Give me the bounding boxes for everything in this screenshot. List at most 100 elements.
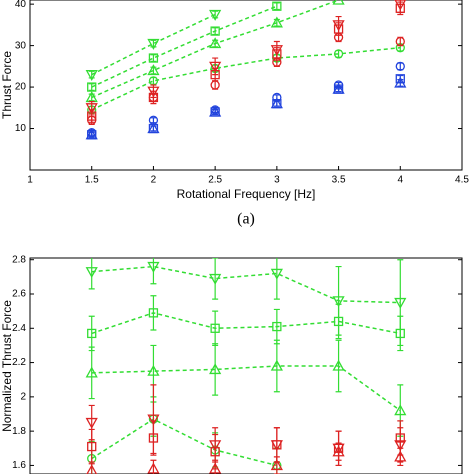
- error-bar: [397, 62, 404, 71]
- error-bar: [212, 343, 219, 396]
- marker: [148, 53, 159, 63]
- y-axis-label: Normalized Thrust Force: [0, 300, 14, 432]
- marker: [272, 57, 282, 67]
- error-bar: [397, 315, 404, 352]
- series-line: [91, 365, 401, 412]
- marker: [147, 364, 160, 376]
- series-line: [91, 312, 401, 335]
- error-bar: [212, 27, 219, 36]
- y-tick-label: 1.6: [12, 460, 26, 471]
- error-bar: [88, 93, 95, 102]
- marker: [333, 49, 344, 59]
- error-bar: [88, 346, 95, 400]
- marker: [394, 76, 407, 88]
- plot-area: [85, 0, 407, 140]
- marker: [210, 69, 220, 80]
- marker: [209, 105, 222, 117]
- marker: [85, 69, 98, 81]
- error-bar: [212, 39, 219, 48]
- x-tick-label: 1.5: [85, 175, 99, 186]
- marker: [87, 328, 97, 339]
- plot-area: [85, 258, 407, 474]
- marker: [147, 261, 160, 273]
- marker: [85, 128, 98, 140]
- y-tick-label: 40: [15, 0, 27, 10]
- marker: [147, 122, 160, 134]
- marker: [148, 433, 159, 443]
- marker: [147, 462, 160, 474]
- marker: [332, 359, 345, 371]
- marker: [395, 328, 405, 339]
- x-tick-label: 4.5: [455, 175, 469, 186]
- marker: [87, 82, 97, 92]
- marker: [210, 26, 220, 36]
- marker: [270, 359, 283, 371]
- x-tick-label: 2.5: [208, 175, 222, 186]
- x-tick-label: 1: [27, 175, 33, 186]
- y-tick-label: 2.4: [12, 323, 26, 334]
- error-bar: [88, 258, 95, 290]
- plot-frame: [29, 0, 463, 171]
- y-tick-label: 30: [15, 40, 27, 51]
- marker: [395, 36, 405, 47]
- error-bar: [150, 295, 157, 331]
- marker: [209, 61, 222, 73]
- series-line: [91, 418, 278, 467]
- error-bar: [150, 54, 157, 62]
- marker: [395, 3, 405, 13]
- marker: [332, 445, 345, 457]
- marker: [332, 296, 345, 308]
- marker: [394, 404, 407, 416]
- marker: [270, 268, 283, 280]
- x-tick-label: 3: [274, 175, 280, 186]
- caption: (a): [237, 211, 255, 228]
- marker: [147, 414, 160, 426]
- marker: [332, 82, 345, 94]
- x-tick-label: 2: [151, 175, 157, 186]
- error-bar: [212, 258, 219, 300]
- series-line: [91, 46, 401, 111]
- y-axis-label: Thrust Force: [0, 51, 14, 119]
- series-line: [91, 265, 401, 304]
- marker: [270, 459, 283, 471]
- error-bar: [150, 66, 157, 75]
- marker: [147, 38, 160, 50]
- marker: [85, 417, 98, 429]
- marker: [394, 297, 407, 309]
- x-axis-label: Rotational Frequency [Hz]: [177, 187, 316, 201]
- error-bar: [273, 2, 280, 11]
- marker: [395, 433, 405, 443]
- error-bar: [273, 339, 280, 393]
- marker: [394, 450, 407, 462]
- y-tick-label: 1.8: [12, 426, 26, 437]
- marker: [272, 321, 282, 332]
- marker: [209, 462, 222, 474]
- marker: [210, 323, 220, 333]
- plot-frame: [29, 257, 463, 474]
- error-bar: [88, 70, 95, 79]
- x-tick-label: 4: [398, 175, 404, 186]
- y-tick-label: 2: [20, 391, 26, 402]
- marker: [270, 97, 283, 109]
- marker: [148, 308, 159, 318]
- y-tick-label: 2.2: [12, 357, 26, 368]
- error-bar: [88, 83, 95, 91]
- error-bar: [150, 258, 157, 285]
- marker: [210, 80, 220, 90]
- marker: [333, 316, 344, 327]
- marker: [270, 16, 283, 28]
- error-bar: [335, 303, 342, 340]
- marker: [147, 64, 160, 76]
- marker: [210, 447, 220, 457]
- error-bar: [150, 39, 157, 48]
- y-tick-label: 20: [15, 82, 27, 93]
- marker: [85, 366, 98, 378]
- series-line: [91, 5, 278, 88]
- marker: [85, 103, 98, 115]
- marker: [87, 441, 97, 452]
- marker: [148, 92, 159, 103]
- marker: [272, 440, 282, 450]
- marker: [332, 0, 345, 5]
- error-bar: [273, 258, 280, 300]
